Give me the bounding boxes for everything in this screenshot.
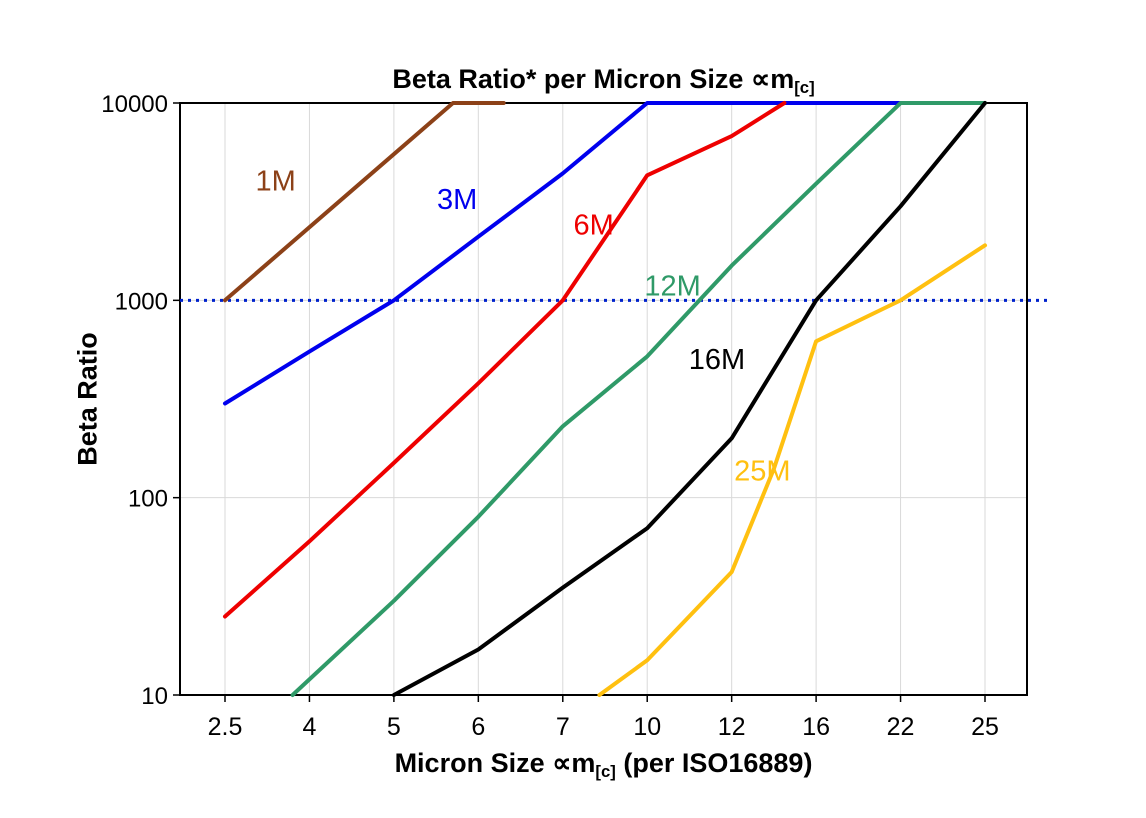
series-line-1M: [223, 101, 506, 303]
chart-title-subscript: [c]: [794, 78, 815, 98]
x-tick-label: 22: [887, 713, 915, 741]
x-tick-label: 16: [802, 713, 830, 741]
series-label-25M: 25M: [734, 456, 790, 488]
x-tick-label: 25: [971, 713, 999, 741]
x-tick-label: 5: [387, 713, 401, 741]
series-label-6M: 6M: [574, 210, 614, 242]
series-line-12M: [290, 101, 987, 697]
y-tick-label: 10000: [101, 91, 168, 118]
y-tick-label: 1000: [115, 288, 168, 315]
x-axis-title-suffix: (per ISO16889): [615, 748, 813, 778]
series-line-6M: [223, 101, 787, 619]
chart-title: Beta Ratio* per Micron Size ∝m[c]: [180, 64, 1027, 98]
x-tick-label: 4: [302, 713, 316, 741]
x-axis-title: Micron Size ∝m[c] (per ISO16889): [180, 748, 1027, 782]
series-line-16M: [391, 101, 987, 697]
x-axis-title-text: Micron Size ∝m: [394, 748, 596, 778]
x-tick-label: 7: [556, 713, 570, 741]
chart-title-text: Beta Ratio* per Micron Size ∝m: [392, 64, 795, 94]
x-tick-label: 2.5: [208, 713, 243, 741]
series-label-1M: 1M: [256, 166, 296, 198]
y-tick-label: 10: [141, 683, 168, 710]
x-tick-label: 12: [718, 713, 746, 741]
y-tick-label: 100: [128, 486, 168, 513]
plot-frame: [179, 102, 1028, 696]
x-tick-label: 6: [471, 713, 485, 741]
x-tick-label: 10: [633, 713, 661, 741]
x-axis-title-subscript: [c]: [595, 762, 616, 782]
series-label-12M: 12M: [644, 270, 700, 302]
series-label-16M: 16M: [689, 344, 745, 376]
series-label-3M: 3M: [437, 184, 477, 216]
series-line-3M: [223, 101, 903, 406]
series-line-25M: [597, 243, 987, 697]
